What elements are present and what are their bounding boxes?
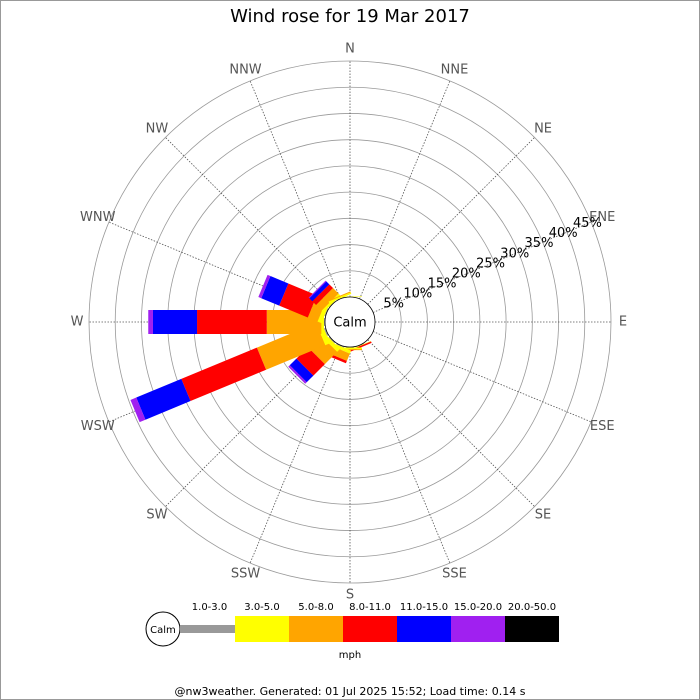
direction-label: E (619, 315, 627, 330)
grid-ring (114, 86, 586, 558)
legend-swatch (397, 616, 451, 642)
bar-segment (308, 280, 327, 299)
bar-segment (136, 378, 191, 420)
footer: @nw3weather. Generated: 01 Jul 2025 15:5… (175, 685, 526, 698)
bar-segment (338, 347, 362, 350)
ring-label: 25% (476, 256, 505, 271)
direction-label: S (346, 588, 354, 603)
spoke (249, 80, 341, 300)
direction-label: N (345, 42, 355, 57)
legend: Calm 1.0-3.0 3.0-5.0 5.0-8.0 8.0-11.0 11.0-15… (145, 602, 559, 661)
direction-label: WSW (81, 419, 115, 434)
bar-segment (130, 397, 146, 423)
bar-segment (328, 336, 336, 344)
spoke (249, 344, 341, 564)
bar-segment (316, 288, 339, 311)
bar-segment (323, 327, 329, 336)
spoke (367, 137, 535, 305)
bar-segment (336, 343, 345, 348)
ring-label: 15% (428, 276, 457, 291)
spoke (367, 339, 535, 507)
legend-label: 1.0-3.0 (192, 602, 227, 613)
legend-label: 3.0-5.0 (244, 602, 279, 613)
bar-segment (328, 291, 351, 302)
bar-segment (296, 347, 325, 376)
bar-segment (309, 281, 330, 302)
bar-segment (181, 347, 267, 402)
rose: N NNE NE ENE E ESE SE SSE S SSW SW WSW W WNW NW NNW 5%10… (71, 42, 628, 603)
direction-label: SE (535, 508, 551, 523)
legend-swatch (180, 625, 235, 633)
direction-label: SSW (231, 567, 261, 582)
bar-segment (261, 276, 289, 306)
bar-segment (148, 310, 153, 334)
legend-calm-label: Calm (150, 625, 176, 636)
calm-label: Calm (333, 316, 366, 331)
legend-swatch (505, 616, 559, 642)
spoke (359, 344, 451, 564)
ring-label: 5% (383, 296, 404, 311)
legend-label: 15.0-20.0 (454, 602, 502, 613)
calm-circle (324, 296, 376, 348)
legend-swatch (343, 616, 397, 642)
direction-label: ESE (590, 419, 615, 434)
direction-label: NW (146, 121, 169, 136)
grid-ring (88, 60, 612, 584)
bar-segment (328, 292, 352, 304)
legend-label: 8.0-11.0 (349, 602, 391, 613)
spoke (372, 331, 592, 423)
spoke (165, 137, 333, 305)
legend-swatch (235, 616, 289, 642)
bar-segment (258, 274, 271, 299)
direction-label: WNW (80, 210, 116, 225)
bar-segment (288, 365, 307, 384)
ring-label: 45% (573, 216, 602, 231)
bar-segment (338, 349, 362, 351)
legend-swatch (289, 616, 343, 642)
legend-unit: mph (339, 650, 361, 661)
ring-label: 35% (525, 236, 554, 251)
legend-label: 20.0-50.0 (508, 602, 556, 613)
ring-label: 40% (549, 226, 578, 241)
spoke (372, 221, 592, 313)
direction-label: NNE (441, 62, 469, 77)
direction-label: W (71, 315, 84, 330)
ring-label: 20% (452, 266, 481, 281)
bar-segment (324, 308, 329, 317)
direction-label: NE (534, 121, 552, 136)
ring-label: 30% (500, 246, 529, 261)
bar-segment (279, 283, 317, 318)
direction-label: ENE (589, 210, 615, 225)
chart-title: Wind rose for 19 Mar 2017 (230, 6, 470, 27)
legend-label: 11.0-15.0 (400, 602, 448, 613)
bar-segment (152, 310, 198, 334)
direction-label: NNW (229, 62, 261, 77)
bar-segment (197, 310, 267, 334)
bar-segment (312, 284, 334, 306)
direction-label: SSE (442, 567, 467, 582)
direction-label: SW (146, 508, 167, 523)
legend-swatch (451, 616, 505, 642)
ring-label: 10% (403, 286, 432, 301)
spoke (359, 80, 451, 300)
bar-segment (289, 358, 314, 383)
bar-segment (256, 323, 326, 370)
legend-label: 5.0-8.0 (298, 602, 333, 613)
